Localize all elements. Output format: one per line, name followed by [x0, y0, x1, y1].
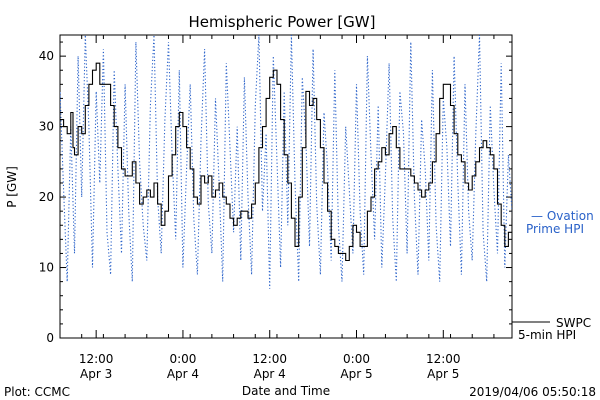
- x-tick-date-label: Apr 4: [167, 367, 199, 381]
- y-axis-label: P [GW]: [5, 166, 19, 208]
- x-tick-time-label: 12:00: [79, 352, 114, 366]
- footer-plot-credit: Plot: CCMC: [4, 385, 70, 399]
- x-tick-date-label: Apr 5: [427, 367, 459, 381]
- x-tick-date-label: Apr 4: [254, 367, 286, 381]
- y-tick-label: 20: [39, 190, 54, 204]
- ovation-series-line: [60, 35, 512, 289]
- y-tick-label: 40: [39, 49, 54, 63]
- legend-swpc-line1: SWPC: [556, 316, 591, 330]
- x-axis-label: Date and Time: [242, 384, 330, 398]
- legend-ovation-line2: Prime HPI: [526, 222, 584, 236]
- x-tick-time-label: 0:00: [343, 352, 370, 366]
- legend-ovation-line1: — Ovation: [531, 209, 594, 223]
- chart-title: Hemispheric Power [GW]: [189, 13, 376, 31]
- x-tick-time-label: 12:00: [252, 352, 287, 366]
- y-tick-label: 30: [39, 120, 54, 134]
- x-tick-date-label: Apr 3: [80, 367, 112, 381]
- x-tick-time-label: 12:00: [426, 352, 461, 366]
- y-tick-label: 0: [46, 331, 54, 345]
- footer-timestamp: 2019/04/06 05:50:18: [469, 385, 596, 399]
- plot-frame: [59, 34, 513, 339]
- legend-swpc-line2: 5-min HPI: [518, 328, 576, 342]
- x-tick-time-label: 0:00: [169, 352, 196, 366]
- x-tick-date-label: Apr 5: [340, 367, 372, 381]
- swpc-series-line: [60, 62, 512, 262]
- y-axis: 0 10 20 30 40: [39, 41, 512, 345]
- y-tick-label: 10: [39, 261, 54, 275]
